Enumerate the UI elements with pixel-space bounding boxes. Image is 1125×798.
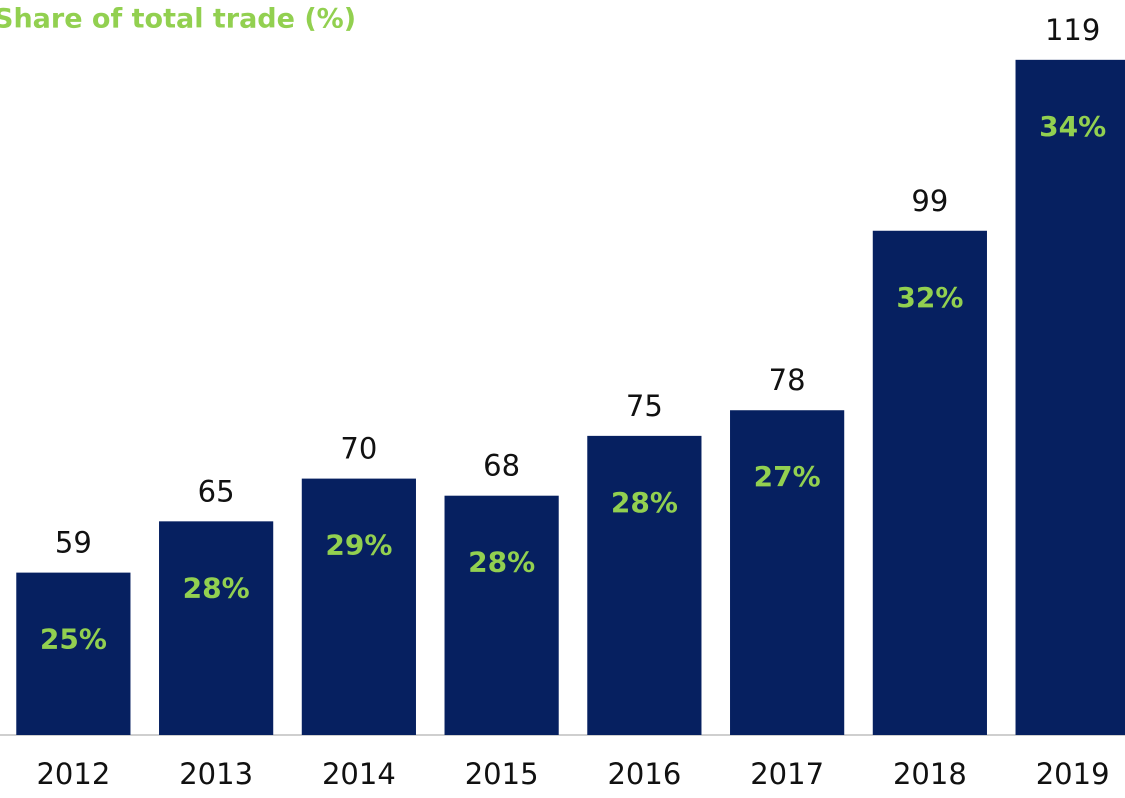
x-tick-label: 2016 [607, 757, 681, 791]
x-tick-label: 2013 [179, 757, 253, 791]
bar [587, 435, 702, 735]
x-tick-label: 2019 [1036, 757, 1110, 791]
bar [444, 495, 559, 735]
value-label: 59 [55, 526, 92, 560]
bar [16, 572, 131, 735]
chart-title: Share of total trade (%) [0, 4, 356, 35]
value-label: 65 [198, 474, 235, 508]
value-label: 68 [483, 449, 520, 483]
share-label: 28% [183, 571, 250, 604]
value-label: 119 [1045, 13, 1100, 47]
bar [872, 230, 987, 736]
value-label: 99 [911, 184, 948, 218]
share-label: 25% [40, 623, 107, 656]
value-label: 75 [626, 389, 663, 423]
x-tick-label: 2017 [750, 757, 824, 791]
share-label: 34% [1039, 110, 1106, 143]
bar [1015, 59, 1125, 736]
share-label: 27% [754, 460, 821, 493]
share-label: 28% [468, 546, 535, 579]
x-tick-label: 2012 [36, 757, 110, 791]
value-label: 70 [340, 432, 377, 466]
bar [159, 521, 274, 735]
x-tick-label: 2015 [465, 757, 539, 791]
x-tick-label: 2014 [322, 757, 396, 791]
share-label: 28% [611, 486, 678, 519]
x-tick-label: 2018 [893, 757, 967, 791]
share-label: 32% [896, 281, 963, 314]
bar [301, 478, 416, 735]
value-label: 78 [769, 363, 806, 397]
share-label: 29% [325, 529, 392, 562]
bar [730, 410, 845, 735]
